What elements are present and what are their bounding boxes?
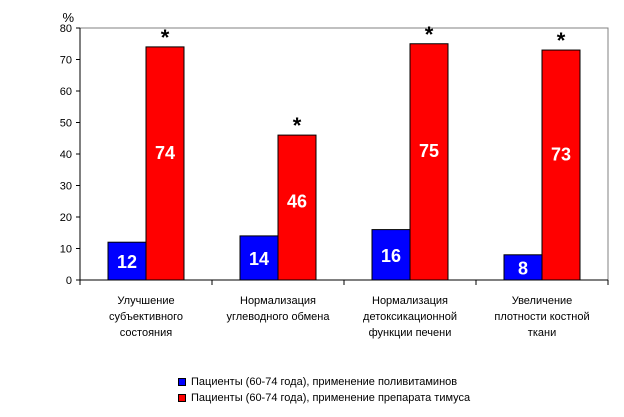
bar-value-label: 73 <box>551 145 571 165</box>
y-tick-label: 10 <box>60 244 72 256</box>
category-label: субъективного <box>109 311 183 323</box>
bar-value-label: 12 <box>117 252 137 272</box>
significance-marker: * <box>557 28 566 53</box>
y-tick-label: 40 <box>60 149 72 161</box>
y-tick-label: 80 <box>60 23 72 35</box>
y-tick-label: 60 <box>60 86 72 98</box>
bar-value-label: 74 <box>155 143 175 163</box>
y-tick-label: 50 <box>60 118 72 130</box>
chart-legend: Пациенты (60-74 года), применение поливи… <box>178 374 470 406</box>
y-tick-label: 0 <box>66 275 72 287</box>
category-label: состояния <box>120 327 172 339</box>
legend-item-polyvitamins: Пациенты (60-74 года), применение поливи… <box>178 374 470 390</box>
significance-marker: * <box>425 22 434 47</box>
bar-value-label: 8 <box>518 258 528 278</box>
category-label: Улучшение <box>117 295 174 307</box>
bar-thymus <box>277 134 317 281</box>
bar-value-label: 16 <box>381 246 401 266</box>
legend-item-thymus: Пациенты (60-74 года), применение препар… <box>178 390 470 406</box>
category-label: плотности костной <box>494 311 589 323</box>
bar-thymus <box>541 49 581 281</box>
bar-polyvitamins <box>107 241 147 281</box>
category-label: Нормализация <box>372 295 448 307</box>
bar-thymus <box>409 43 449 281</box>
y-axis-label: % <box>62 10 74 25</box>
bar-value-label: 46 <box>287 191 307 211</box>
significance-marker: * <box>161 25 170 50</box>
bar-value-label: 14 <box>249 249 269 269</box>
bar-polyvitamins <box>239 235 279 281</box>
legend-swatch-red <box>178 394 186 402</box>
legend-label-thymus: Пациенты (60-74 года), применение препар… <box>191 392 471 404</box>
category-label: функции печени <box>369 327 452 339</box>
category-label: Увеличение <box>512 295 573 307</box>
bar-polyvitamins <box>371 229 411 281</box>
legend-label-polyvitamins: Пациенты (60-74 года), применение поливи… <box>191 376 458 388</box>
y-tick-label: 70 <box>60 55 72 67</box>
bar-thymus <box>145 46 185 281</box>
category-label: Нормализация <box>240 295 316 307</box>
y-tick-label: 30 <box>60 181 72 193</box>
significance-marker: * <box>293 113 302 138</box>
category-label: детоксикационной <box>363 311 457 323</box>
y-tick-label: 20 <box>60 212 72 224</box>
bar-polyvitamins <box>503 254 543 281</box>
legend-swatch-blue <box>178 378 186 386</box>
category-label: углеводного обмена <box>226 311 330 323</box>
category-label: ткани <box>528 327 556 339</box>
bar-value-label: 75 <box>419 141 439 161</box>
